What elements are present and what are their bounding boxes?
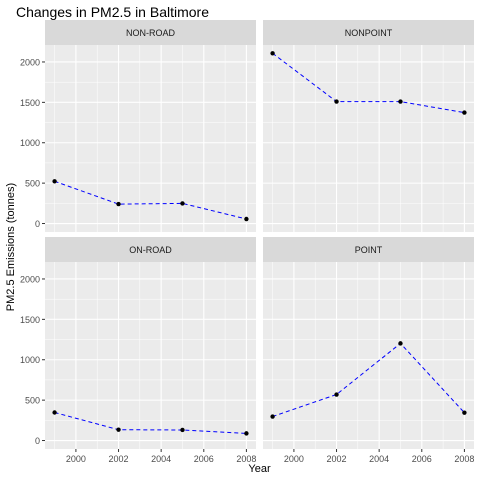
chart-title: Changes in PM2.5 in Baltimore bbox=[16, 4, 209, 20]
facet-strip-label: ON-ROAD bbox=[129, 245, 172, 255]
y-tick-label: 0 bbox=[35, 219, 40, 229]
facet-strip-on-road bbox=[45, 237, 256, 262]
facet-strip-point bbox=[263, 237, 474, 262]
data-point bbox=[462, 110, 467, 115]
data-point bbox=[270, 414, 275, 419]
x-tick-label: 2000 bbox=[66, 454, 86, 464]
data-point bbox=[334, 99, 339, 104]
series-line-point bbox=[272, 342, 465, 417]
facet-strip-label: POINT bbox=[355, 245, 383, 255]
data-point bbox=[398, 341, 403, 346]
y-tick-label: 1500 bbox=[20, 98, 40, 108]
y-tick-label: 500 bbox=[25, 179, 40, 189]
panel-background-on-road bbox=[45, 262, 256, 449]
y-tick-label: 1000 bbox=[20, 355, 40, 365]
panel-background-point bbox=[263, 262, 474, 449]
data-point bbox=[462, 410, 467, 415]
x-tick-label: 2004 bbox=[151, 454, 171, 464]
x-tick-label: 2002 bbox=[327, 454, 347, 464]
y-tick-label: 500 bbox=[25, 396, 40, 406]
x-tick-label: 2006 bbox=[412, 454, 432, 464]
y-tick-label: 2000 bbox=[20, 274, 40, 284]
series-line-on-road bbox=[54, 412, 247, 434]
y-tick-label: 2000 bbox=[20, 57, 40, 67]
data-point bbox=[180, 201, 185, 206]
data-point bbox=[180, 427, 185, 433]
x-tick-label: 2002 bbox=[109, 454, 129, 464]
x-tick-label: 2008 bbox=[454, 454, 474, 464]
x-axis-label: Year bbox=[248, 463, 271, 475]
y-axis-label: PM2.5 Emissions (tonnes) bbox=[5, 183, 17, 311]
facet-strip-label: NONPOINT bbox=[345, 28, 393, 38]
facet-strip-label: NON-ROAD bbox=[126, 28, 175, 38]
y-tick-label: 0 bbox=[35, 436, 40, 446]
data-point bbox=[116, 201, 121, 207]
facet-strip-non-road bbox=[45, 20, 256, 45]
panel-background-non-road bbox=[45, 45, 256, 232]
data-point bbox=[270, 51, 275, 56]
data-point bbox=[52, 410, 57, 415]
x-tick-label: 2004 bbox=[369, 454, 389, 464]
data-point bbox=[398, 99, 403, 104]
y-tick-label: 1500 bbox=[20, 315, 40, 325]
series-line-nonpoint bbox=[272, 52, 465, 114]
y-tick-label: 1000 bbox=[20, 138, 40, 148]
data-point bbox=[334, 392, 339, 397]
x-tick-label: 2006 bbox=[194, 454, 214, 464]
x-tick-label: 2000 bbox=[284, 454, 304, 464]
data-point bbox=[116, 427, 121, 432]
series-line-non-road bbox=[54, 180, 247, 220]
data-point bbox=[244, 431, 249, 436]
facet-strip-nonpoint bbox=[263, 20, 474, 45]
data-point bbox=[52, 179, 57, 184]
panel-background-nonpoint bbox=[263, 45, 474, 232]
x-tick-label: 2008 bbox=[236, 454, 256, 464]
data-point bbox=[244, 216, 249, 222]
